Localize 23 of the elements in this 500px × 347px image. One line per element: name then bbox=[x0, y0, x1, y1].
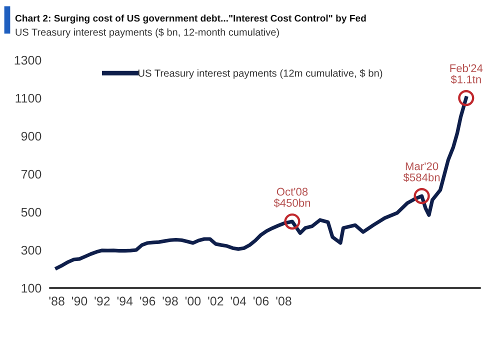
x-tick-label: '96 bbox=[140, 296, 156, 306]
y-tick-label: 500 bbox=[21, 208, 42, 217]
x-tick-label: '92 bbox=[94, 296, 110, 306]
y-tick-label: 900 bbox=[21, 132, 42, 141]
x-tick-label: '98 bbox=[162, 296, 178, 306]
y-tick-label: 1100 bbox=[16, 94, 42, 103]
x-tick-label: '00 bbox=[185, 296, 201, 306]
y-tick-label: 1300 bbox=[14, 56, 42, 65]
x-tick-label: '02 bbox=[208, 296, 224, 306]
x-tick-label: '90 bbox=[72, 296, 88, 306]
x-tick-label: '94 bbox=[117, 296, 133, 306]
annotation: Feb'24 $1.1tn bbox=[450, 64, 483, 84]
y-tick-label: 700 bbox=[21, 170, 42, 179]
y-tick-label: 300 bbox=[21, 246, 42, 255]
y-tick-label: 100 bbox=[22, 284, 42, 293]
annotation: Mar'20 $584bn bbox=[403, 162, 440, 182]
x-tick-label: '06 bbox=[254, 296, 269, 306]
x-tick-label: '88 bbox=[49, 296, 64, 306]
annotation: Oct'08 $450bn bbox=[274, 188, 310, 208]
chart-subtitle: US Treasury interest payments ($ bn, 12-month cumulative) bbox=[16, 28, 279, 38]
chart-title: Chart 2: Surging cost of US government debt..."Interest Cost Control" by Fed bbox=[15, 14, 366, 24]
x-tick-label: '08 bbox=[276, 296, 292, 306]
x-tick-label: '04 bbox=[230, 296, 246, 306]
